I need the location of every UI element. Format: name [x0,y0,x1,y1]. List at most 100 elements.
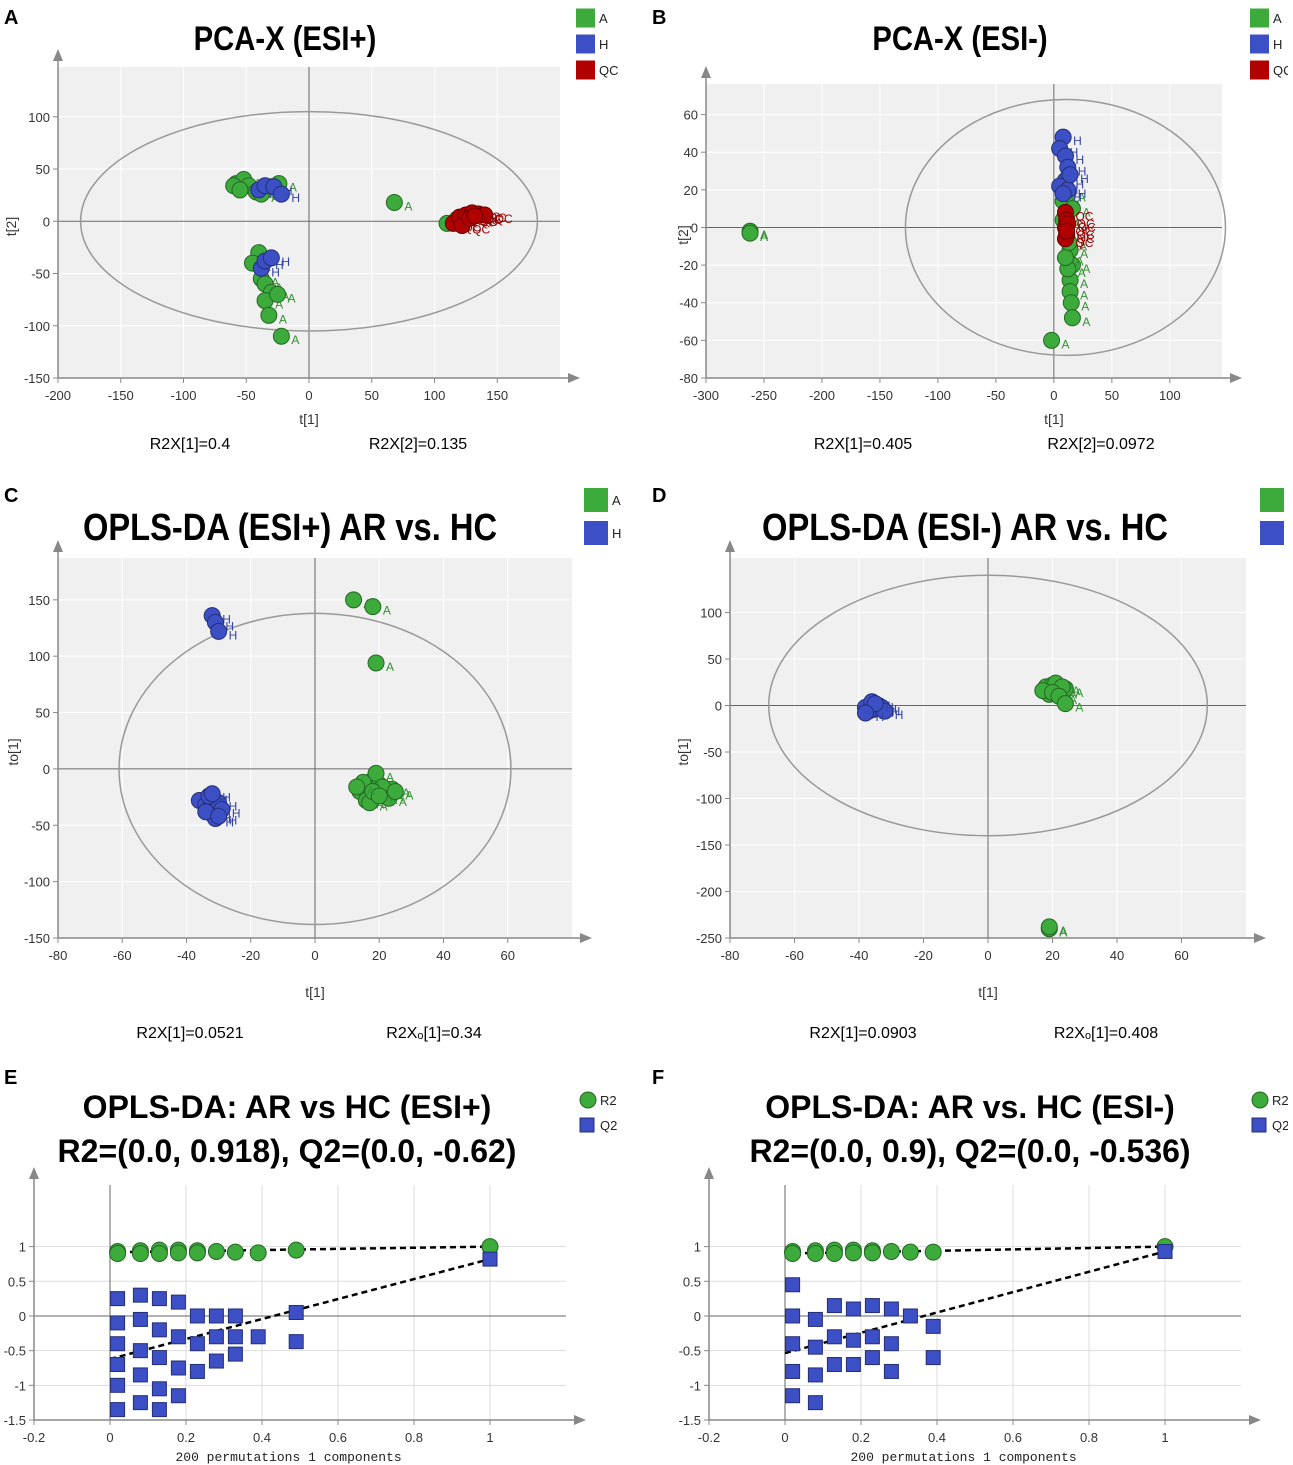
legend-label-r2: R2 [600,1093,617,1108]
y-tick-label: 0 [43,214,50,229]
y-tick-label: 0.5 [683,1274,701,1289]
point-a [1063,309,1081,327]
panel-a: A PCA-X (ESI+) A H QC -200 -150 -100 -50 0 50 100 15… [0,0,640,470]
y-tick-label: 50 [708,652,722,667]
legend-marker-q2 [579,1117,595,1133]
point-label-qc: QC [485,213,503,227]
legend-marker-h [1250,34,1269,54]
point-r2 [844,1244,862,1262]
chart-title: PCA-X (ESI+) [194,19,377,58]
point-h [856,704,874,722]
x-tick-label: -300 [693,388,719,403]
chart-permutation-esi-plus: E OPLS-DA: AR vs HC (ESI+) R2=(0.0, 0.918)… [4,1067,618,1465]
point-h [210,622,228,640]
point-qc [466,207,484,225]
point-h [272,185,290,203]
y-tick-label: -50 [31,267,50,282]
point-label-a: A [1080,277,1088,291]
point-a [367,654,385,672]
point-r2 [806,1245,824,1263]
point-q2 [110,1291,126,1307]
legend-marker-a [1250,8,1269,28]
point-q2 [883,1336,899,1352]
point-label-a: A [1080,288,1088,302]
chart-title-line2: R2=(0.0, 0.9), Q2=(0.0, -0.536) [749,1133,1190,1169]
point-q2 [826,1298,842,1314]
point-q2 [807,1395,823,1411]
point-r2 [150,1245,168,1263]
y-tick-label: -1.5 [4,1413,26,1428]
y-axis-arrow [725,540,735,552]
point-r2 [287,1241,305,1259]
point-label-h: H [222,791,231,805]
point-q2 [110,1402,126,1418]
point-a [370,787,388,805]
point-q2 [864,1329,880,1345]
point-a [348,778,366,796]
x-axis-label: 200 permutations 1 components [850,1450,1076,1465]
hotelling-ellipse [767,574,1209,837]
point-q2 [902,1308,918,1324]
y-tick-label: -150 [24,371,50,386]
point-label-a: A [1075,701,1083,715]
point-label-a: A [402,786,410,800]
point-label-a: A [1079,240,1087,254]
x-tick-label: 0 [311,948,318,963]
y-axis-label: to[1] [5,738,21,765]
point-q2 [189,1363,205,1379]
point-q2 [132,1343,148,1359]
chart-title: OPLS-DA (ESI-) AR vs. HC [762,506,1168,549]
x-tick-label: 0 [781,1430,788,1445]
point-q2 [151,1381,167,1397]
x-tick-label: -50 [237,388,256,403]
legend-label-r2: R2 [1272,1093,1288,1108]
point-label-h: H [291,191,300,205]
x-tick-label: -80 [49,948,68,963]
panel-label: E [4,1067,17,1089]
x-tick-label: 0.2 [852,1430,870,1445]
point-a [385,193,403,211]
x-tick-label: -80 [721,948,740,963]
y-tick-label: -0.5 [679,1344,701,1359]
point-q2 [845,1301,861,1317]
x-tick-label: 0.4 [253,1430,271,1445]
y-tick-label: -50 [703,745,722,760]
point-label-a: A [279,312,287,326]
y-axis-label: to[1] [675,738,691,765]
y-tick-label: 1 [694,1240,701,1255]
point-q2 [227,1346,243,1362]
point-q2 [189,1308,205,1324]
point-label-a: A [386,770,394,784]
legend-label-q2: Q2 [1272,1118,1288,1133]
point-label-h: H [885,701,894,715]
x-tick-label: -200 [809,388,835,403]
x-tick-label: 60 [501,948,515,963]
x-axis-arrow [574,1415,586,1425]
point-a [1056,249,1074,267]
point-q2 [785,1277,801,1293]
y-tick-label: -100 [696,792,722,807]
stat-right: R2X[2]=0.135 [369,436,467,453]
point-a [272,327,290,345]
x-axis-label: t[1] [1044,411,1063,427]
y-tick-label: -80 [679,371,698,386]
panel-label: C [4,485,18,507]
point-label-a: A [1072,684,1080,698]
x-axis-arrow [1249,1415,1261,1425]
y-tick-label: -40 [679,296,698,311]
x-tick-label: 0.4 [928,1430,946,1445]
y-axis-label: t[2] [3,217,19,236]
y-tick-label: -150 [696,838,722,853]
point-label-h: H [229,800,238,814]
point-r2 [169,1244,187,1262]
y-tick-label: -50 [31,818,50,833]
point-label-qc: QC [1075,209,1093,223]
point-r2 [249,1244,267,1262]
y-tick-label: -0.5 [4,1344,26,1359]
chart-title: PCA-X (ESI-) [872,19,1047,58]
point-q2 [151,1291,167,1307]
stat-right: R2Xₒ[1]=0.408 [1054,1025,1158,1042]
point-q2 [807,1311,823,1327]
